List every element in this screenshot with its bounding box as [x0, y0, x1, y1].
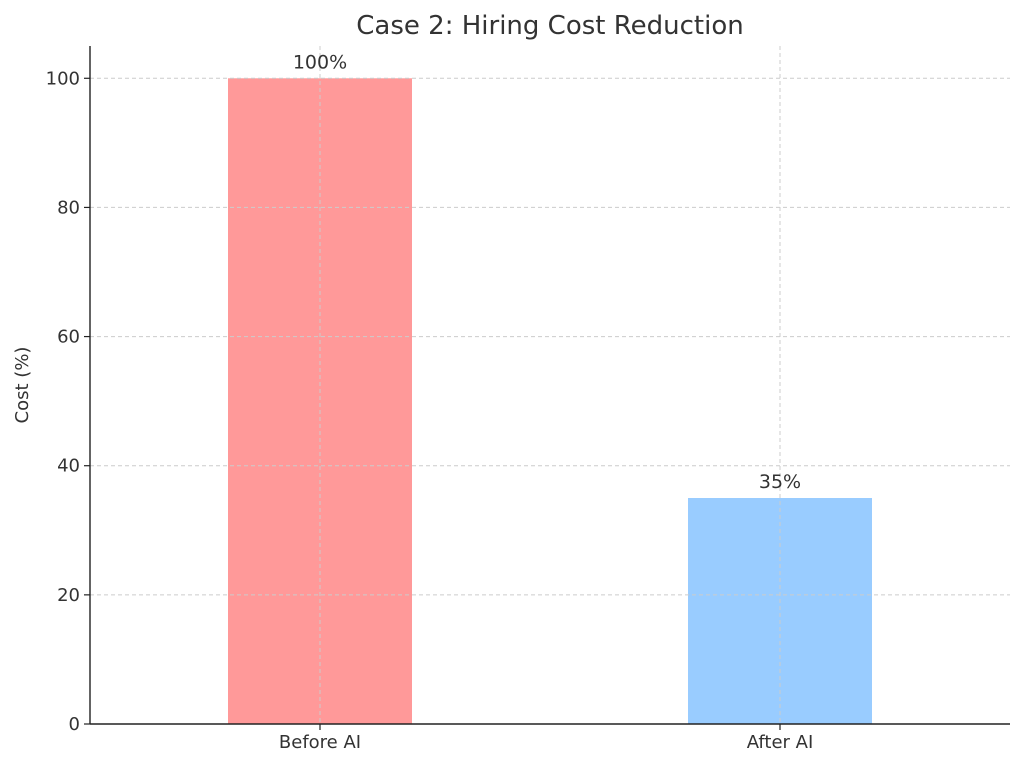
y-tick-label: 80 — [57, 197, 80, 218]
grid-lines — [90, 46, 1010, 724]
ticks: 0 20 40 60 80 100 Before AI After AI — [46, 68, 814, 753]
x-tick-label: Before AI — [279, 732, 361, 753]
y-tick-label: 20 — [57, 585, 80, 606]
bar-data-label: 100% — [293, 51, 347, 73]
bar-data-label: 35% — [759, 471, 801, 493]
chart-title: Case 2: Hiring Cost Reduction — [356, 11, 743, 41]
bars — [228, 78, 872, 725]
y-tick-label: 40 — [57, 456, 80, 477]
y-tick-label: 100 — [46, 68, 80, 89]
y-axis-label: Cost (%) — [12, 347, 33, 424]
x-tick-label: After AI — [747, 732, 814, 753]
axes — [89, 46, 1010, 725]
y-tick-label: 0 — [69, 714, 80, 735]
data-labels: 100% 35% — [293, 51, 801, 493]
y-tick-label: 60 — [57, 327, 80, 348]
